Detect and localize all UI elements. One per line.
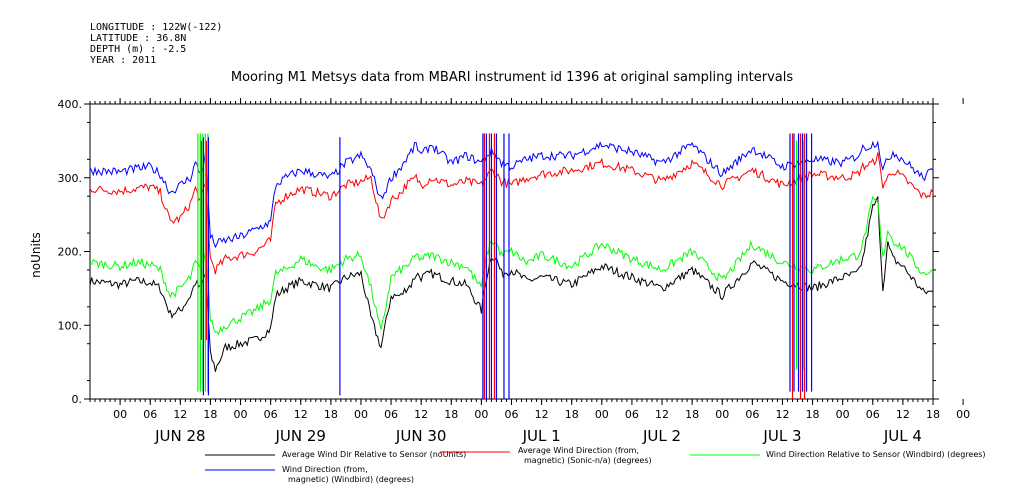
x-tick-label: 12 — [535, 408, 549, 421]
x-tick-label: 12 — [655, 408, 669, 421]
day-label: JUN 28 — [154, 427, 205, 445]
x-tick-label: 00 — [956, 408, 970, 421]
y-tick-label: 0. — [72, 393, 83, 406]
depth-label: DEPTH (m) : -2.5 — [90, 44, 186, 55]
x-tick-label: 12 — [173, 408, 187, 421]
x-tick-label: 18 — [324, 408, 338, 421]
x-tick-label: 12 — [896, 408, 910, 421]
y-tick-label: 200. — [58, 246, 83, 259]
x-tick-label: 00 — [354, 408, 368, 421]
x-tick-label: 06 — [143, 408, 157, 421]
x-tick-label: 00 — [234, 408, 248, 421]
x-tick-label: 18 — [685, 408, 699, 421]
latitude-label: LATITUDE : 36.8N — [90, 33, 186, 44]
x-tick-label: 00 — [836, 408, 850, 421]
x-tick-label: 00 — [474, 408, 488, 421]
x-tick-label: 06 — [745, 408, 759, 421]
longitude-label: LONGITUDE : 122W(-122) — [90, 22, 222, 33]
day-label: JUL 1 — [522, 427, 561, 445]
metadata-block: LONGITUDE : 122W(-122) LATITUDE : 36.8N … — [90, 22, 222, 66]
day-label: JUN 30 — [395, 427, 446, 445]
x-tick-label: 12 — [775, 408, 789, 421]
y-tick-label: 400. — [58, 98, 83, 111]
year-label: YEAR : 2011 — [90, 55, 156, 66]
x-tick-label: 06 — [264, 408, 278, 421]
x-tick-label: 18 — [565, 408, 579, 421]
y-axis-label: noUnits — [29, 232, 43, 278]
axis-layer: 0. 100. 200. 300. 400. 00 06 12 18 00 06 12 18 00 06 12… — [58, 98, 970, 445]
chart-title: Mooring M1 Metsys data from MBARI instru… — [231, 70, 793, 85]
y-tick-label: 100. — [58, 319, 83, 332]
x-tick-label: 06 — [866, 408, 880, 421]
day-label: JUN 29 — [275, 427, 326, 445]
x-tick-label: 12 — [294, 408, 308, 421]
x-tick-label: 18 — [203, 408, 217, 421]
legend-label-3: Wind Direction Relative to Sensor (Windb… — [766, 450, 986, 459]
x-tick-label: 00 — [113, 408, 127, 421]
x-tick-label: 18 — [444, 408, 458, 421]
day-label: JUL 3 — [762, 427, 801, 445]
x-tick-label: 18 — [926, 408, 940, 421]
x-tick-label: 18 — [806, 408, 820, 421]
x-tick-label: 00 — [715, 408, 729, 421]
x-tick-label: 06 — [505, 408, 519, 421]
legend-label-4: Wind Direction (from, magnetic) (Windbird… — [282, 465, 414, 484]
x-tick-label: 06 — [384, 408, 398, 421]
x-tick-label: 12 — [414, 408, 428, 421]
legend-label-1: Average Wind Dir Relative to Sensor (noU… — [282, 450, 466, 459]
y-tick-label: 300. — [58, 172, 83, 185]
day-label: JUL 4 — [883, 427, 922, 445]
x-tick-label: 00 — [595, 408, 609, 421]
legend-label-2: Average Wind Direction (from, magnetic) (… — [518, 446, 652, 465]
legend: Average Wind Dir Relative to Sensor (noU… — [205, 446, 986, 484]
data-layer — [89, 133, 934, 399]
x-tick-label: 06 — [625, 408, 639, 421]
day-label: JUL 2 — [642, 427, 681, 445]
